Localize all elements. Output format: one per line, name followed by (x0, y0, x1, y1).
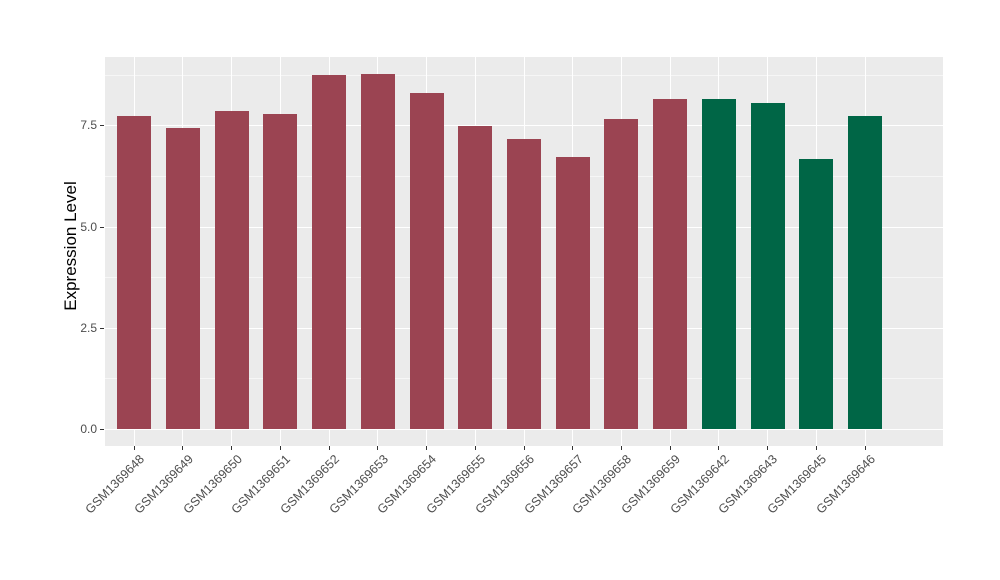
y-tick-label: 5.0 (80, 219, 97, 234)
y-tick-label: 0.0 (80, 422, 97, 436)
bar-GSM1369646 (848, 115, 883, 429)
x-tick-mark (620, 446, 622, 450)
x-tick-mark (523, 446, 525, 450)
bar-GSM1369650 (214, 111, 249, 429)
bar-GSM1369649 (165, 127, 200, 429)
y-tick-mark (100, 226, 104, 228)
x-tick-mark (815, 446, 817, 450)
bar-GSM1369656 (507, 139, 541, 429)
x-tick-mark (718, 446, 720, 450)
bar-GSM1369642 (701, 98, 736, 429)
x-tick-mark (182, 446, 184, 450)
x-tick-mark (328, 446, 330, 450)
y-tick-label: 7.5 (80, 118, 97, 133)
bar-GSM1369653 (360, 74, 395, 429)
bar-GSM1369654 (409, 92, 444, 429)
bar-GSM1369655 (458, 126, 493, 429)
y-tick-label: 2.5 (80, 320, 97, 335)
x-tick-mark (864, 446, 866, 450)
x-tick-mark (572, 446, 574, 450)
y-tick-mark (100, 125, 104, 127)
bar-GSM1369658 (604, 119, 639, 429)
y-tick-mark (100, 327, 104, 329)
x-tick-mark (767, 446, 769, 450)
bar-GSM1369659 (653, 98, 688, 429)
y-tick-mark (100, 429, 104, 430)
x-tick-mark (279, 446, 281, 450)
bar-GSM1369643 (750, 103, 785, 429)
plot-panel (105, 57, 943, 446)
bar-GSM1369652 (312, 75, 347, 429)
x-tick-mark (133, 446, 135, 450)
y-axis-title: Expression Level (61, 181, 80, 311)
x-tick-mark (474, 446, 476, 450)
x-tick-mark (231, 446, 233, 450)
x-tick-mark (669, 446, 671, 450)
bar-GSM1369651 (263, 114, 298, 429)
x-tick-mark (377, 446, 379, 450)
bar-GSM1369648 (117, 115, 152, 429)
bar-GSM1369645 (799, 159, 834, 429)
bar-GSM1369657 (555, 156, 590, 429)
x-tick-mark (426, 446, 428, 450)
